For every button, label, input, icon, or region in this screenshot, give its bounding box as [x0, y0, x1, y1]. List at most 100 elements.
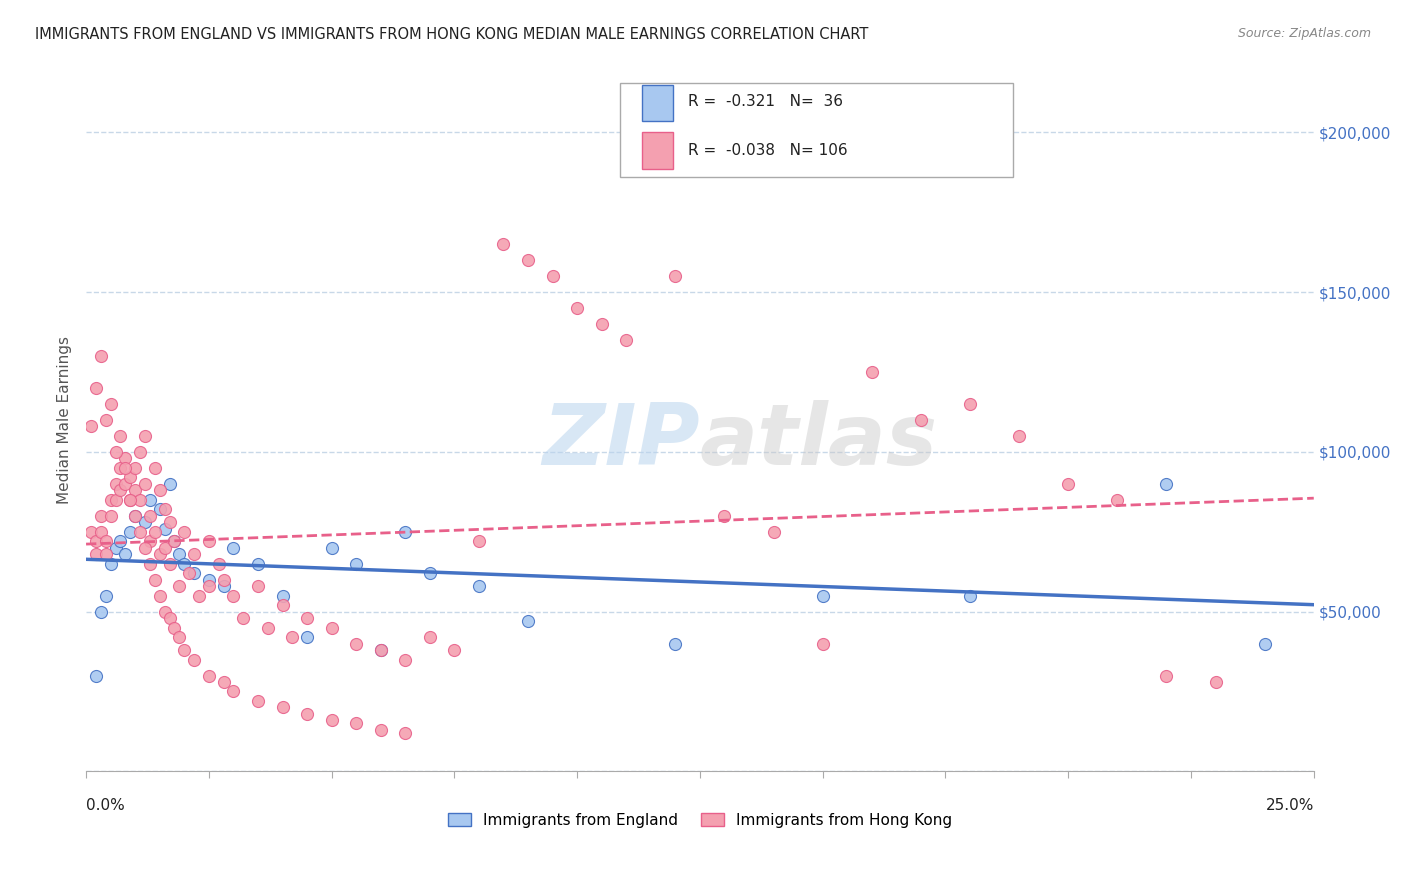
Point	[163, 534, 186, 549]
Point	[110, 461, 132, 475]
Point	[271, 700, 294, 714]
Point	[321, 541, 343, 555]
Point	[1253, 636, 1275, 650]
Point	[104, 445, 127, 459]
Point	[94, 547, 117, 561]
Point	[84, 668, 107, 682]
Point	[173, 524, 195, 539]
Point	[370, 723, 392, 737]
Point	[179, 566, 201, 581]
Text: R =  -0.038   N= 106: R = -0.038 N= 106	[688, 144, 848, 158]
Point	[139, 492, 162, 507]
Point	[517, 253, 540, 268]
FancyBboxPatch shape	[643, 133, 673, 169]
Point	[120, 524, 142, 539]
Point	[222, 589, 245, 603]
Text: 0.0%: 0.0%	[86, 798, 125, 813]
FancyBboxPatch shape	[643, 85, 673, 121]
Text: R =  -0.321   N=  36: R = -0.321 N= 36	[688, 94, 842, 109]
Point	[149, 589, 172, 603]
Point	[959, 397, 981, 411]
Legend: Immigrants from England, Immigrants from Hong Kong: Immigrants from England, Immigrants from…	[441, 806, 957, 834]
Point	[713, 508, 735, 523]
Point	[80, 419, 103, 434]
Point	[134, 476, 156, 491]
Point	[468, 579, 491, 593]
Point	[173, 557, 195, 571]
Point	[321, 713, 343, 727]
Point	[271, 589, 294, 603]
Point	[120, 492, 142, 507]
Point	[90, 524, 112, 539]
Point	[153, 605, 176, 619]
Point	[114, 451, 136, 466]
Point	[959, 589, 981, 603]
Point	[110, 534, 132, 549]
Point	[104, 492, 127, 507]
Point	[84, 547, 107, 561]
Point	[212, 573, 235, 587]
Point	[492, 237, 515, 252]
Point	[100, 397, 122, 411]
Point	[198, 534, 221, 549]
Point	[114, 476, 136, 491]
Point	[271, 599, 294, 613]
Point	[1156, 668, 1178, 682]
Point	[110, 429, 132, 443]
Point	[124, 508, 146, 523]
Point	[811, 636, 834, 650]
Point	[222, 684, 245, 698]
Text: Source: ZipAtlas.com: Source: ZipAtlas.com	[1237, 27, 1371, 40]
Point	[212, 579, 235, 593]
Point	[614, 333, 637, 347]
Point	[159, 515, 181, 529]
Point	[541, 269, 564, 284]
Point	[1107, 492, 1129, 507]
Point	[129, 492, 152, 507]
Point	[143, 461, 166, 475]
Point	[664, 636, 686, 650]
Point	[114, 461, 136, 475]
Point	[246, 579, 269, 593]
Point	[1205, 674, 1227, 689]
Point	[84, 534, 107, 549]
Point	[100, 508, 122, 523]
Point	[143, 573, 166, 587]
Point	[169, 579, 191, 593]
Point	[370, 643, 392, 657]
Point	[94, 589, 117, 603]
Point	[94, 413, 117, 427]
Point	[664, 269, 686, 284]
Point	[198, 579, 221, 593]
Point	[910, 413, 932, 427]
Point	[246, 694, 269, 708]
Point	[762, 524, 785, 539]
Point	[1156, 476, 1178, 491]
Point	[153, 541, 176, 555]
Point	[198, 668, 221, 682]
Point	[100, 492, 122, 507]
Point	[114, 547, 136, 561]
Point	[90, 349, 112, 363]
Text: IMMIGRANTS FROM ENGLAND VS IMMIGRANTS FROM HONG KONG MEDIAN MALE EARNINGS CORREL: IMMIGRANTS FROM ENGLAND VS IMMIGRANTS FR…	[35, 27, 869, 42]
Point	[129, 524, 152, 539]
Point	[295, 611, 318, 625]
Point	[169, 547, 191, 561]
Point	[246, 557, 269, 571]
Text: ZIP: ZIP	[543, 400, 700, 483]
Point	[120, 492, 142, 507]
Point	[468, 534, 491, 549]
Point	[134, 541, 156, 555]
Point	[517, 614, 540, 628]
Point	[173, 643, 195, 657]
Point	[443, 643, 465, 657]
Point	[149, 483, 172, 498]
Point	[124, 483, 146, 498]
Point	[149, 547, 172, 561]
Point	[419, 630, 441, 644]
Point	[153, 502, 176, 516]
Point	[295, 706, 318, 721]
Point	[153, 522, 176, 536]
Point	[591, 317, 613, 331]
Point	[565, 301, 588, 315]
